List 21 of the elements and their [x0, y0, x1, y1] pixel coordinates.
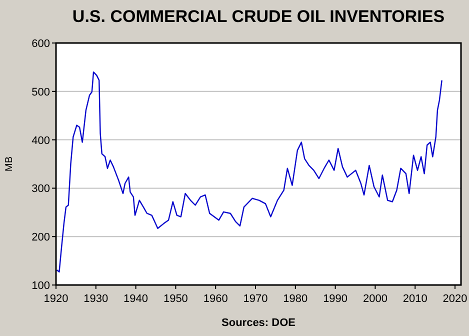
- x-tick-label: 1970: [243, 293, 268, 305]
- x-tick-label: 1950: [163, 293, 188, 305]
- y-tick-label: 100: [32, 280, 50, 292]
- source-note: Sources: DOE: [222, 317, 296, 329]
- x-tick-label: 1990: [323, 293, 348, 305]
- x-tick-label: 2010: [402, 293, 428, 305]
- y-tick-label: 200: [32, 232, 50, 244]
- x-tick-label: 1930: [84, 293, 108, 305]
- y-tick-label: 300: [32, 183, 50, 196]
- x-tick-label: 2000: [362, 293, 388, 305]
- y-tick-label: 500: [32, 86, 50, 98]
- x-tick-label: 1920: [44, 293, 68, 305]
- line-series: [56, 71, 442, 273]
- y-tick-label: 600: [32, 38, 50, 50]
- chart-title: U.S. COMMERCIAL CRUDE OIL INVENTORIES: [72, 7, 445, 26]
- x-tick-label: 1980: [283, 293, 308, 305]
- y-axis-title: MB: [4, 156, 15, 172]
- y-tick-label: 400: [32, 134, 50, 147]
- x-tick-label: 2020: [442, 293, 468, 305]
- x-tick-label: 1940: [124, 293, 148, 305]
- x-tick-label: 1960: [203, 293, 228, 305]
